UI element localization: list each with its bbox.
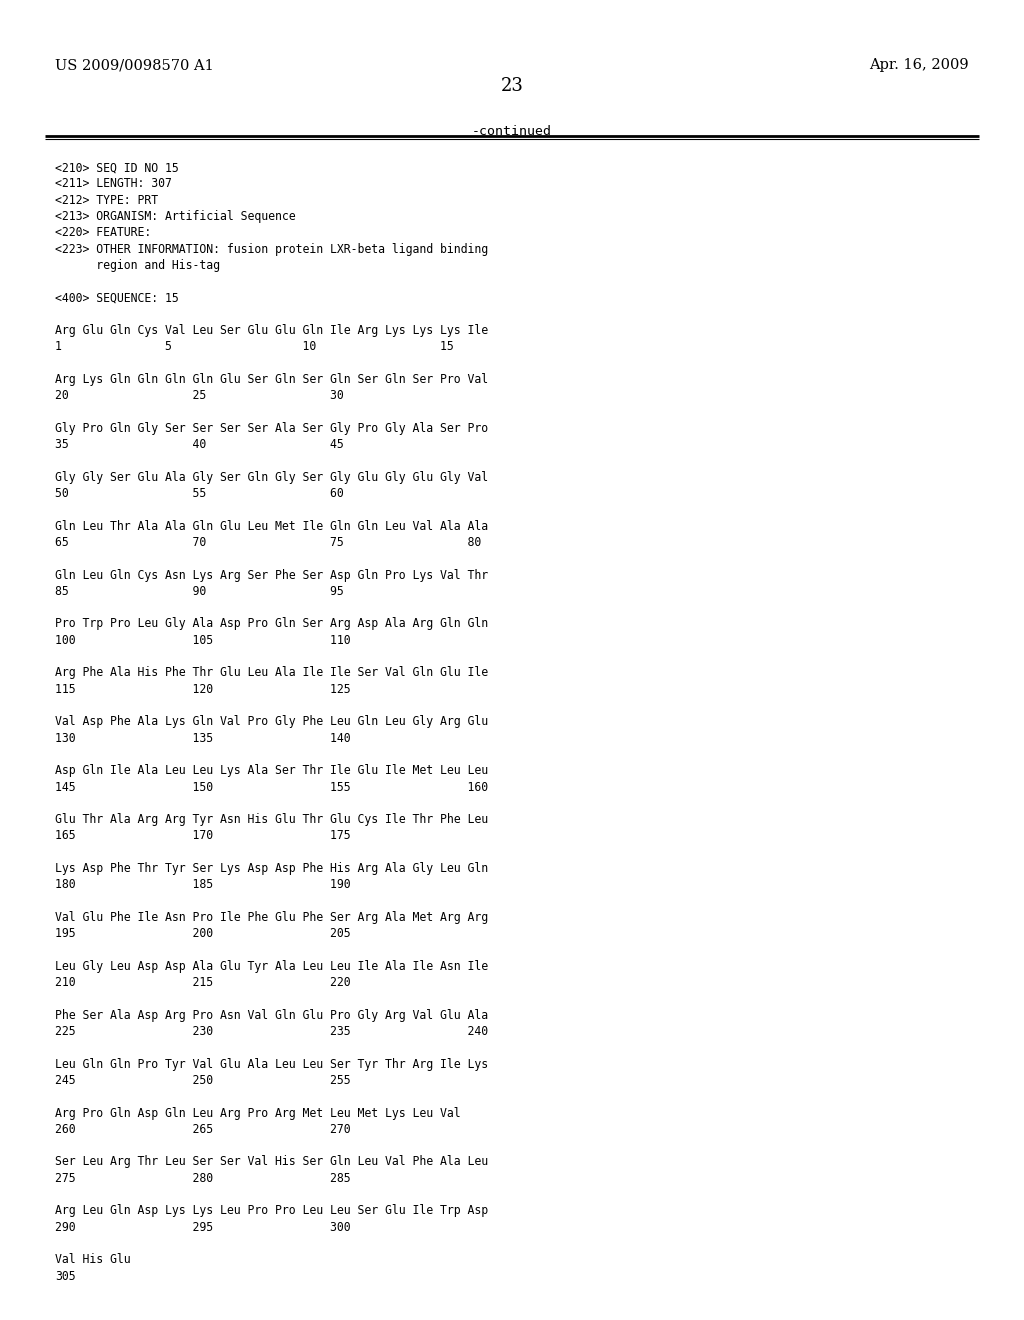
Text: Gly Pro Gln Gly Ser Ser Ser Ser Ala Ser Gly Pro Gly Ala Ser Pro: Gly Pro Gln Gly Ser Ser Ser Ser Ala Ser … bbox=[55, 422, 488, 434]
Text: -continued: -continued bbox=[472, 125, 552, 139]
Text: <213> ORGANISM: Artificial Sequence: <213> ORGANISM: Artificial Sequence bbox=[55, 210, 296, 223]
Text: Phe Ser Ala Asp Arg Pro Asn Val Gln Glu Pro Gly Arg Val Glu Ala: Phe Ser Ala Asp Arg Pro Asn Val Gln Glu … bbox=[55, 1008, 488, 1022]
Text: Gly Gly Ser Glu Ala Gly Ser Gln Gly Ser Gly Glu Gly Glu Gly Val: Gly Gly Ser Glu Ala Gly Ser Gln Gly Ser … bbox=[55, 471, 488, 483]
Text: Asp Gln Ile Ala Leu Leu Lys Ala Ser Thr Ile Glu Ile Met Leu Leu: Asp Gln Ile Ala Leu Leu Lys Ala Ser Thr … bbox=[55, 764, 488, 777]
Text: region and His-tag: region and His-tag bbox=[55, 259, 220, 272]
Text: Leu Gly Leu Asp Asp Ala Glu Tyr Ala Leu Leu Ile Ala Ile Asn Ile: Leu Gly Leu Asp Asp Ala Glu Tyr Ala Leu … bbox=[55, 960, 488, 973]
Text: Pro Trp Pro Leu Gly Ala Asp Pro Gln Ser Arg Asp Ala Arg Gln Gln: Pro Trp Pro Leu Gly Ala Asp Pro Gln Ser … bbox=[55, 618, 488, 631]
Text: 65                  70                  75                  80: 65 70 75 80 bbox=[55, 536, 481, 549]
Text: 275                 280                 285: 275 280 285 bbox=[55, 1172, 351, 1185]
Text: 50                  55                  60: 50 55 60 bbox=[55, 487, 344, 500]
Text: <223> OTHER INFORMATION: fusion protein LXR-beta ligand binding: <223> OTHER INFORMATION: fusion protein … bbox=[55, 243, 488, 256]
Text: 290                 295                 300: 290 295 300 bbox=[55, 1221, 351, 1234]
Text: 195                 200                 205: 195 200 205 bbox=[55, 927, 351, 940]
Text: <220> FEATURE:: <220> FEATURE: bbox=[55, 226, 152, 239]
Text: 245                 250                 255: 245 250 255 bbox=[55, 1074, 351, 1086]
Text: <210> SEQ ID NO 16: <210> SEQ ID NO 16 bbox=[55, 1319, 179, 1320]
Text: 145                 150                 155                 160: 145 150 155 160 bbox=[55, 780, 488, 793]
Text: 1               5                   10                  15: 1 5 10 15 bbox=[55, 341, 454, 354]
Text: Leu Gln Gln Pro Tyr Val Glu Ala Leu Leu Ser Tyr Thr Arg Ile Lys: Leu Gln Gln Pro Tyr Val Glu Ala Leu Leu … bbox=[55, 1057, 488, 1071]
Text: Ser Leu Arg Thr Leu Ser Ser Val His Ser Gln Leu Val Phe Ala Leu: Ser Leu Arg Thr Leu Ser Ser Val His Ser … bbox=[55, 1155, 488, 1168]
Text: 20                  25                  30: 20 25 30 bbox=[55, 389, 344, 403]
Text: Apr. 16, 2009: Apr. 16, 2009 bbox=[869, 58, 969, 73]
Text: Arg Pro Gln Asp Gln Leu Arg Pro Arg Met Leu Met Lys Leu Val: Arg Pro Gln Asp Gln Leu Arg Pro Arg Met … bbox=[55, 1106, 461, 1119]
Text: Glu Thr Ala Arg Arg Tyr Asn His Glu Thr Glu Cys Ile Thr Phe Leu: Glu Thr Ala Arg Arg Tyr Asn His Glu Thr … bbox=[55, 813, 488, 826]
Text: Arg Glu Gln Cys Val Leu Ser Glu Glu Gln Ile Arg Lys Lys Lys Ile: Arg Glu Gln Cys Val Leu Ser Glu Glu Gln … bbox=[55, 323, 488, 337]
Text: 165                 170                 175: 165 170 175 bbox=[55, 829, 351, 842]
Text: Val Asp Phe Ala Lys Gln Val Pro Gly Phe Leu Gln Leu Gly Arg Glu: Val Asp Phe Ala Lys Gln Val Pro Gly Phe … bbox=[55, 715, 488, 729]
Text: Lys Asp Phe Thr Tyr Ser Lys Asp Asp Phe His Arg Ala Gly Leu Gln: Lys Asp Phe Thr Tyr Ser Lys Asp Asp Phe … bbox=[55, 862, 488, 875]
Text: <211> LENGTH: 307: <211> LENGTH: 307 bbox=[55, 177, 172, 190]
Text: US 2009/0098570 A1: US 2009/0098570 A1 bbox=[55, 58, 214, 73]
Text: Arg Lys Gln Gln Gln Gln Glu Ser Gln Ser Gln Ser Gln Ser Pro Val: Arg Lys Gln Gln Gln Gln Glu Ser Gln Ser … bbox=[55, 374, 488, 385]
Text: 23: 23 bbox=[501, 77, 523, 95]
Text: 130                 135                 140: 130 135 140 bbox=[55, 731, 351, 744]
Text: Gln Leu Gln Cys Asn Lys Arg Ser Phe Ser Asp Gln Pro Lys Val Thr: Gln Leu Gln Cys Asn Lys Arg Ser Phe Ser … bbox=[55, 569, 488, 582]
Text: 85                  90                  95: 85 90 95 bbox=[55, 585, 344, 598]
Text: Val His Glu: Val His Glu bbox=[55, 1253, 131, 1266]
Text: 225                 230                 235                 240: 225 230 235 240 bbox=[55, 1026, 488, 1038]
Text: 35                  40                  45: 35 40 45 bbox=[55, 438, 344, 451]
Text: 210                 215                 220: 210 215 220 bbox=[55, 975, 351, 989]
Text: Arg Leu Gln Asp Lys Lys Leu Pro Pro Leu Leu Ser Glu Ile Trp Asp: Arg Leu Gln Asp Lys Lys Leu Pro Pro Leu … bbox=[55, 1204, 488, 1217]
Text: <212> TYPE: PRT: <212> TYPE: PRT bbox=[55, 194, 159, 207]
Text: 180                 185                 190: 180 185 190 bbox=[55, 878, 351, 891]
Text: Gln Leu Thr Ala Ala Gln Glu Leu Met Ile Gln Gln Leu Val Ala Ala: Gln Leu Thr Ala Ala Gln Glu Leu Met Ile … bbox=[55, 520, 488, 533]
Text: 305: 305 bbox=[55, 1270, 76, 1283]
Text: <210> SEQ ID NO 15: <210> SEQ ID NO 15 bbox=[55, 161, 179, 174]
Text: <400> SEQUENCE: 15: <400> SEQUENCE: 15 bbox=[55, 292, 179, 305]
Text: Val Glu Phe Ile Asn Pro Ile Phe Glu Phe Ser Arg Ala Met Arg Arg: Val Glu Phe Ile Asn Pro Ile Phe Glu Phe … bbox=[55, 911, 488, 924]
Text: 115                 120                 125: 115 120 125 bbox=[55, 682, 351, 696]
Text: Arg Phe Ala His Phe Thr Glu Leu Ala Ile Ile Ser Val Gln Glu Ile: Arg Phe Ala His Phe Thr Glu Leu Ala Ile … bbox=[55, 667, 488, 680]
Text: 260                 265                 270: 260 265 270 bbox=[55, 1123, 351, 1135]
Text: 100                 105                 110: 100 105 110 bbox=[55, 634, 351, 647]
